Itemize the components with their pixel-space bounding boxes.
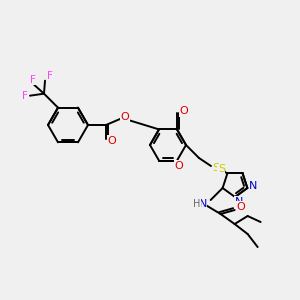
Text: S: S — [212, 163, 220, 173]
Text: O: O — [175, 160, 183, 171]
Text: F: F — [47, 71, 53, 81]
Text: F: F — [22, 91, 28, 101]
Text: H: H — [193, 199, 200, 209]
Text: F: F — [30, 75, 36, 85]
Text: O: O — [121, 112, 129, 122]
Text: N: N — [235, 197, 243, 207]
Text: S: S — [218, 164, 225, 175]
Text: N: N — [198, 199, 207, 209]
Text: O: O — [108, 136, 116, 146]
Text: O: O — [180, 106, 188, 116]
Text: O: O — [236, 202, 245, 212]
Text: N: N — [249, 181, 258, 191]
